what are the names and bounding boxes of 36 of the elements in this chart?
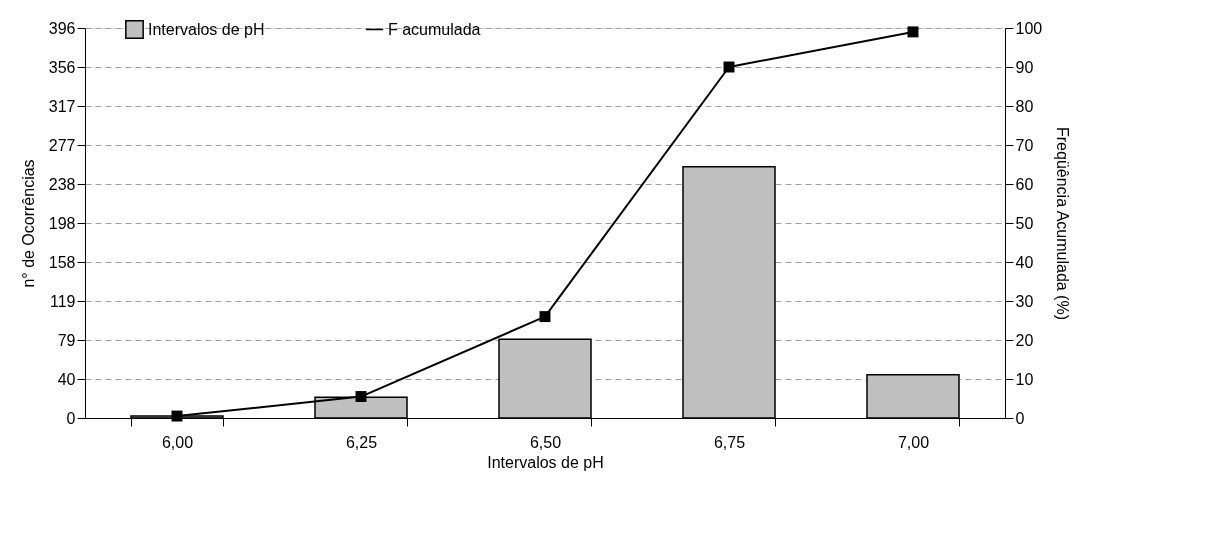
y2-tick-label: 90 bbox=[1015, 58, 1034, 76]
y-tick-label: 40 bbox=[57, 370, 76, 388]
y2-tick-label: 0 bbox=[1015, 409, 1025, 427]
y2-tick-label: 10 bbox=[1015, 370, 1034, 388]
legend-label: Intervalos de pH bbox=[148, 20, 265, 38]
y-tick-label: 277 bbox=[48, 136, 76, 154]
y-tick-label: 356 bbox=[48, 58, 76, 76]
x-tick-label: 6,75 bbox=[713, 433, 746, 451]
y2-tick-label: 70 bbox=[1015, 136, 1034, 154]
y-tick-label: 238 bbox=[48, 175, 76, 193]
y-axis-title: n° de Ocorrências bbox=[19, 159, 37, 288]
x-tick-label: 6,25 bbox=[345, 433, 378, 451]
point bbox=[539, 311, 551, 323]
x-tick-label: 6,50 bbox=[529, 433, 562, 451]
y-tick-label: 317 bbox=[48, 97, 76, 115]
y2-tick-label: 80 bbox=[1015, 97, 1034, 115]
point bbox=[171, 410, 183, 422]
y2-tick-label: 30 bbox=[1015, 292, 1034, 310]
y-tick-label: 158 bbox=[48, 253, 76, 271]
y-tick-label: 119 bbox=[49, 292, 76, 310]
y2-tick-label: 60 bbox=[1015, 175, 1034, 193]
y2-tick-label: 40 bbox=[1015, 253, 1034, 271]
x-tick-label: 7,00 bbox=[897, 433, 930, 451]
y-tick-label: 396 bbox=[48, 19, 76, 37]
y-tick-label: 0 bbox=[66, 409, 76, 427]
y2-tick-label: 50 bbox=[1015, 214, 1034, 232]
point bbox=[355, 391, 367, 403]
y-tick-label: 79 bbox=[57, 331, 76, 349]
point bbox=[907, 26, 919, 38]
y2-tick-label: 20 bbox=[1015, 331, 1034, 349]
x-tick-label: 6,00 bbox=[161, 433, 194, 451]
y2-axis-title: Freqüência Acumulada (%) bbox=[1054, 127, 1072, 320]
y-tick-label: 198 bbox=[48, 214, 76, 232]
legend-label: F acumulada bbox=[388, 20, 481, 38]
x-axis-title: Intervalos de pH bbox=[487, 453, 604, 471]
y2-tick-label: 100 bbox=[1015, 19, 1043, 37]
